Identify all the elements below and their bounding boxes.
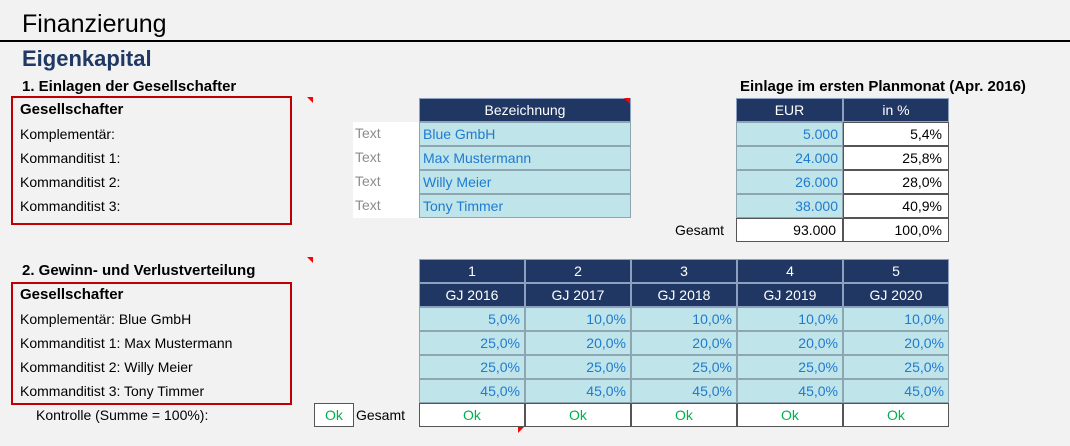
share-input[interactable]: 25,0% [631,355,737,379]
section1-heading: 1. Einlagen der Gesellschafter [22,78,237,95]
page-subtitle: Eigenkapital [22,46,152,71]
fiscal-year-header: GJ 2020 [843,283,949,307]
comment-marker [307,257,313,263]
year-check-cell: Ok [525,403,631,427]
share-input[interactable]: 10,0% [631,307,737,331]
total-eur: 93.000 [736,218,843,242]
share-input[interactable]: 45,0% [631,379,737,403]
pct-value: 5,4% [843,122,949,146]
share-input[interactable]: 25,0% [419,355,525,379]
pct-value: 28,0% [843,170,949,194]
type-cell[interactable]: Text [353,170,419,194]
year-number-header: 5 [843,259,949,283]
type-cell[interactable]: Text [353,194,419,218]
share-input[interactable]: 20,0% [525,331,631,355]
pct-value: 25,8% [843,146,949,170]
gesellschafter-highlight-box-2 [11,282,292,405]
eur-input[interactable]: 24.000 [736,146,843,170]
fiscal-year-header: GJ 2016 [419,283,525,307]
control-total-label: Gesamt [356,407,406,423]
share-input[interactable]: 10,0% [737,307,843,331]
page-title: Finanzierung [22,10,167,38]
share-input[interactable]: 25,0% [737,355,843,379]
comment-marker [518,427,524,433]
share-input[interactable]: 5,0% [419,307,525,331]
share-input[interactable]: 25,0% [419,331,525,355]
share-input[interactable]: 10,0% [525,307,631,331]
section1-group-header: Gesellschafter [20,101,124,118]
year-number-header: 4 [737,259,843,283]
type-cell[interactable]: Text [353,146,419,170]
bezeichnung-header: Bezeichnung [419,98,631,122]
share-input[interactable]: 10,0% [843,307,949,331]
distribution-row-label: Komplementär: Blue GmbH [20,311,192,327]
title-divider [0,40,1070,42]
distribution-row-label: Kommanditist 3: Tony Timmer [20,383,205,399]
year-check-cell: Ok [737,403,843,427]
eur-input[interactable]: 26.000 [736,170,843,194]
type-cell[interactable]: Text [353,122,419,146]
pct-value: 40,9% [843,194,949,218]
gesellschafter-highlight-box-1 [11,96,292,225]
year-number-header: 3 [631,259,737,283]
eur-input[interactable]: 5.000 [736,122,843,146]
share-input[interactable]: 45,0% [737,379,843,403]
share-input[interactable]: 25,0% [525,355,631,379]
eur-input[interactable]: 38.000 [736,194,843,218]
share-input[interactable]: 25,0% [843,355,949,379]
partner-name-input[interactable]: Tony Timmer [419,194,631,218]
partner-name-input[interactable]: Blue GmbH [419,122,631,146]
section2-group-header: Gesellschafter [20,286,124,303]
share-input[interactable]: 20,0% [843,331,949,355]
partner-name-input[interactable]: Max Mustermann [419,146,631,170]
comment-marker [624,98,630,104]
partner-label: Kommanditist 1: [20,150,121,166]
partner-label: Komplementär: [20,126,115,142]
total-pct: 100,0% [843,218,949,242]
share-input[interactable]: 20,0% [737,331,843,355]
partner-label: Kommanditist 3: [20,198,121,214]
distribution-row-label: Kommanditist 1: Max Mustermann [20,335,233,351]
pct-header: in % [843,98,949,122]
year-check-cell: Ok [631,403,737,427]
partner-name-input[interactable]: Willy Meier [419,170,631,194]
control-ok-cell: Ok [314,403,354,427]
fiscal-year-header: GJ 2018 [631,283,737,307]
distribution-row-label: Kommanditist 2: Willy Meier [20,359,193,375]
share-input[interactable]: 45,0% [419,379,525,403]
share-input[interactable]: 45,0% [843,379,949,403]
section1-right-heading: Einlage im ersten Planmonat (Apr. 2016) [740,78,1026,95]
partner-label: Kommanditist 2: [20,174,121,190]
year-number-header: 2 [525,259,631,283]
year-check-cell: Ok [419,403,525,427]
share-input[interactable]: 45,0% [525,379,631,403]
year-check-cell: Ok [843,403,949,427]
eur-header: EUR [736,98,843,122]
total-label: Gesamt [675,222,725,238]
year-number-header: 1 [419,259,525,283]
fiscal-year-header: GJ 2017 [525,283,631,307]
comment-marker [307,97,313,103]
fiscal-year-header: GJ 2019 [737,283,843,307]
section2-heading: 2. Gewinn- und Verlustverteilung [22,262,256,279]
control-label: Kontrolle (Summe = 100%): [36,407,209,423]
share-input[interactable]: 20,0% [631,331,737,355]
